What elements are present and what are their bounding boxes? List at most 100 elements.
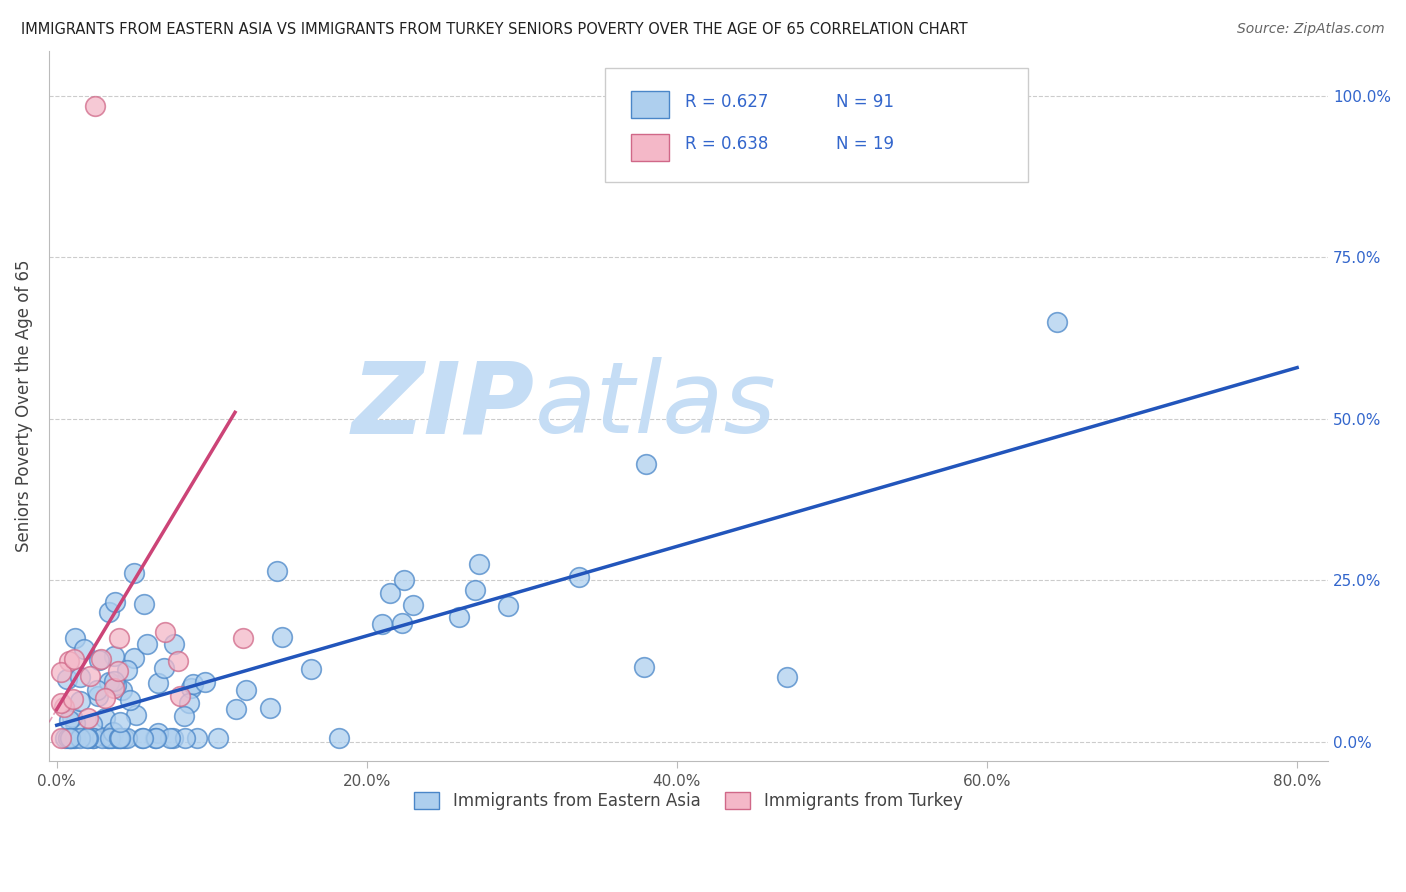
Point bbox=[447, 609, 470, 624]
Point bbox=[53, 699, 76, 714]
Point bbox=[108, 714, 131, 729]
Point bbox=[371, 617, 394, 632]
Point bbox=[60, 710, 83, 724]
Point bbox=[173, 709, 195, 723]
Text: R = 0.638: R = 0.638 bbox=[685, 136, 768, 153]
Point bbox=[271, 631, 294, 645]
Point bbox=[145, 731, 167, 746]
Point bbox=[391, 616, 413, 631]
Point bbox=[69, 694, 91, 708]
Point bbox=[91, 731, 114, 746]
Point bbox=[1046, 315, 1069, 329]
Point bbox=[163, 636, 186, 650]
Point bbox=[148, 726, 170, 740]
Point bbox=[59, 731, 82, 746]
Point bbox=[108, 731, 131, 746]
Point bbox=[125, 707, 148, 722]
Point bbox=[73, 642, 96, 657]
Point bbox=[153, 661, 176, 675]
Point bbox=[177, 696, 200, 710]
Point bbox=[53, 731, 76, 746]
Point bbox=[62, 692, 84, 706]
Point bbox=[235, 683, 257, 698]
Point bbox=[97, 731, 120, 746]
Point bbox=[55, 672, 77, 686]
Point bbox=[180, 681, 202, 695]
Point bbox=[98, 606, 121, 620]
Point bbox=[135, 637, 157, 651]
Point bbox=[146, 675, 169, 690]
Point bbox=[82, 731, 104, 746]
Point bbox=[402, 599, 425, 613]
Point bbox=[115, 731, 138, 746]
Point bbox=[169, 689, 191, 703]
Point bbox=[84, 98, 107, 112]
Point bbox=[131, 731, 153, 746]
Point bbox=[59, 731, 82, 746]
Point bbox=[82, 731, 104, 746]
Point bbox=[299, 661, 322, 675]
Point bbox=[86, 682, 108, 697]
Point bbox=[79, 669, 101, 683]
Text: R = 0.627: R = 0.627 bbox=[685, 93, 768, 111]
Point bbox=[392, 574, 415, 588]
Point bbox=[107, 632, 129, 646]
Point bbox=[103, 648, 125, 663]
Point bbox=[143, 731, 166, 746]
Point bbox=[58, 654, 80, 668]
Point bbox=[207, 731, 229, 746]
Point bbox=[69, 670, 91, 684]
Point bbox=[63, 652, 86, 666]
Point bbox=[167, 654, 190, 668]
Point bbox=[120, 693, 142, 707]
Point bbox=[97, 731, 120, 746]
Point bbox=[89, 653, 111, 667]
Text: IMMIGRANTS FROM EASTERN ASIA VS IMMIGRANTS FROM TURKEY SENIORS POVERTY OVER THE : IMMIGRANTS FROM EASTERN ASIA VS IMMIGRAN… bbox=[21, 22, 967, 37]
Point bbox=[87, 690, 110, 704]
Point bbox=[63, 731, 86, 746]
Point bbox=[132, 731, 155, 746]
Point bbox=[51, 665, 73, 679]
Point bbox=[51, 696, 73, 710]
Legend: Immigrants from Eastern Asia, Immigrants from Turkey: Immigrants from Eastern Asia, Immigrants… bbox=[408, 785, 969, 817]
Point bbox=[112, 731, 135, 746]
FancyBboxPatch shape bbox=[631, 134, 669, 161]
FancyBboxPatch shape bbox=[631, 91, 669, 118]
Text: Source: ZipAtlas.com: Source: ZipAtlas.com bbox=[1237, 22, 1385, 37]
Point bbox=[122, 566, 145, 581]
Point bbox=[58, 731, 80, 745]
Point bbox=[103, 681, 125, 695]
Point bbox=[181, 677, 204, 691]
Point bbox=[111, 682, 134, 697]
Point bbox=[266, 564, 288, 578]
Point bbox=[633, 659, 655, 673]
Point bbox=[62, 731, 84, 746]
Point bbox=[107, 664, 129, 678]
Point bbox=[94, 711, 117, 725]
Point bbox=[104, 595, 127, 609]
Point bbox=[259, 700, 281, 714]
Point bbox=[63, 716, 86, 731]
Point bbox=[162, 731, 184, 746]
Point bbox=[110, 731, 132, 746]
Point bbox=[77, 711, 100, 725]
Point bbox=[80, 717, 103, 731]
Point bbox=[132, 597, 155, 611]
Point bbox=[105, 678, 128, 692]
Point bbox=[94, 690, 117, 705]
Point bbox=[378, 585, 401, 599]
Point bbox=[194, 675, 217, 690]
Point bbox=[568, 570, 591, 584]
Point bbox=[464, 582, 486, 597]
Point bbox=[51, 731, 73, 746]
Point bbox=[76, 731, 98, 746]
Text: ZIP: ZIP bbox=[352, 358, 536, 454]
Point bbox=[101, 731, 124, 746]
Text: N = 91: N = 91 bbox=[835, 93, 894, 111]
Point bbox=[496, 599, 519, 614]
Y-axis label: Seniors Poverty Over the Age of 65: Seniors Poverty Over the Age of 65 bbox=[15, 260, 32, 552]
Point bbox=[468, 557, 491, 571]
Point bbox=[115, 663, 138, 677]
Point bbox=[776, 670, 799, 684]
Point bbox=[155, 624, 177, 639]
